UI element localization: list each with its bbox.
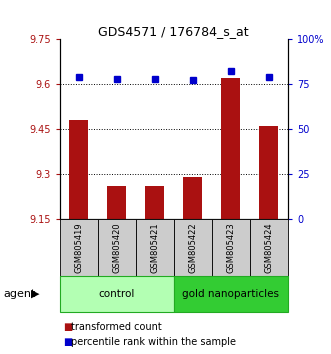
- Text: GSM805419: GSM805419: [74, 222, 83, 273]
- Text: agent: agent: [3, 289, 36, 299]
- Bar: [60, 276, 174, 312]
- Text: ▶: ▶: [31, 289, 40, 299]
- Bar: [250, 219, 288, 276]
- Text: GSM805421: GSM805421: [150, 222, 159, 273]
- Bar: [98, 219, 136, 276]
- Title: GDS4571 / 176784_s_at: GDS4571 / 176784_s_at: [98, 25, 249, 38]
- Bar: [145, 187, 164, 219]
- Bar: [183, 177, 202, 219]
- Bar: [69, 120, 88, 219]
- Bar: [212, 219, 250, 276]
- Text: GSM805422: GSM805422: [188, 222, 197, 273]
- Bar: [221, 78, 240, 219]
- Text: GSM805420: GSM805420: [112, 222, 121, 273]
- Text: ■: ■: [63, 337, 72, 347]
- Text: GSM805424: GSM805424: [264, 222, 273, 273]
- Bar: [107, 187, 126, 219]
- Bar: [174, 219, 212, 276]
- Bar: [60, 219, 98, 276]
- Bar: [136, 219, 174, 276]
- Bar: [174, 276, 288, 312]
- Bar: [260, 126, 278, 219]
- Text: control: control: [99, 289, 135, 299]
- Text: gold nanoparticles: gold nanoparticles: [182, 289, 279, 299]
- Text: GSM805423: GSM805423: [226, 222, 235, 273]
- Text: transformed count: transformed count: [71, 322, 162, 332]
- Text: percentile rank within the sample: percentile rank within the sample: [71, 337, 236, 347]
- Text: ■: ■: [63, 322, 72, 332]
